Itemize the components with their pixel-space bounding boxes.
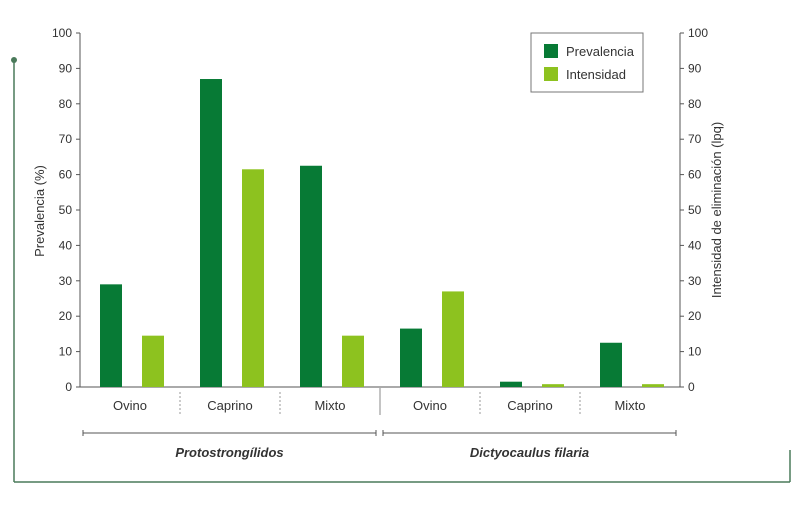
- bar-intensidad: [642, 384, 664, 387]
- y-tick-label: 50: [59, 203, 73, 217]
- bar-intensidad: [442, 291, 464, 387]
- labels-layer: 0 0 10 10 20 20 30 30 40 40 50 50 60 60 70 70 80 80 90 90 10…: [52, 26, 708, 460]
- category-label: Caprino: [207, 398, 253, 413]
- group-label: Dictyocaulus filaria: [470, 445, 589, 460]
- legend-swatch-prevalencia: [544, 44, 558, 58]
- bar-intensidad: [142, 335, 164, 387]
- legend-label-intensidad: Intensidad: [566, 67, 626, 82]
- y2-tick-label: 20: [688, 309, 702, 323]
- legend-swatch-intensidad: [544, 67, 558, 81]
- bar-intensidad: [542, 384, 564, 387]
- y2-tick-label: 10: [688, 345, 702, 359]
- legend: Prevalencia Intensidad: [530, 32, 644, 93]
- bar-prevalencia: [200, 79, 222, 388]
- y-tick-label: 20: [59, 309, 73, 323]
- y2-tick-label: 70: [688, 132, 702, 146]
- y-tick-label: 70: [59, 132, 73, 146]
- legend-box: [530, 32, 644, 93]
- group-label: Protostrongílidos: [175, 445, 283, 460]
- bar-prevalencia: [600, 342, 622, 387]
- y-tick-label: 90: [59, 61, 73, 75]
- y2-tick-label: 50: [688, 203, 702, 217]
- category-label: Mixto: [614, 398, 645, 413]
- y-tick-label: 30: [59, 274, 73, 288]
- y-tick-label: 40: [59, 238, 73, 252]
- y2-tick-label: 0: [688, 380, 695, 394]
- y-tick-label: 60: [59, 168, 73, 182]
- y-tick-label: 80: [59, 97, 73, 111]
- category-label: Caprino: [507, 398, 553, 413]
- category-label: Ovino: [413, 398, 447, 413]
- y2-tick-label: 60: [688, 168, 702, 182]
- bar-prevalencia: [100, 284, 122, 387]
- y2-tick-label: 40: [688, 238, 702, 252]
- bar-prevalencia: [500, 381, 522, 387]
- legend-label-prevalencia: Prevalencia: [566, 44, 635, 59]
- y-tick-label: 100: [52, 26, 72, 40]
- category-label: Mixto: [314, 398, 345, 413]
- bar-intensidad: [342, 335, 364, 387]
- bar-prevalencia: [400, 328, 422, 387]
- bars-layer: [100, 79, 664, 388]
- bar-prevalencia: [300, 165, 322, 387]
- bar-intensidad: [242, 169, 264, 387]
- y-tick-label: 10: [59, 345, 73, 359]
- frame-dot: [11, 57, 17, 63]
- y-axis-title: Prevalencia (%): [32, 165, 47, 257]
- axes-layer: [76, 32, 684, 436]
- page-frame: [11, 57, 791, 483]
- y2-axis-title: Intensidad de eliminación (lpq): [709, 122, 724, 298]
- category-label: Ovino: [113, 398, 147, 413]
- y2-tick-label: 90: [688, 61, 702, 75]
- y2-tick-label: 100: [688, 26, 708, 40]
- y2-tick-label: 80: [688, 97, 702, 111]
- y2-tick-label: 30: [688, 274, 702, 288]
- y-tick-label: 0: [65, 380, 72, 394]
